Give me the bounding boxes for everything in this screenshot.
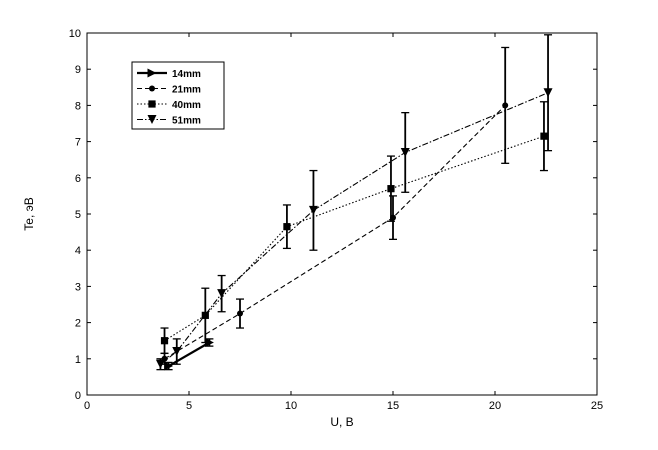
series-line (160, 92, 549, 365)
legend-label: 14mm (172, 69, 201, 80)
legend-marker (148, 100, 156, 108)
y-tick-label: 2 (75, 318, 81, 330)
series-51mm (155, 34, 553, 371)
legend-marker (147, 68, 157, 78)
y-tick-label: 4 (75, 245, 81, 257)
y-tick-label: 6 (75, 173, 81, 185)
y-tick-label: 9 (75, 64, 81, 76)
data-point (283, 223, 291, 231)
legend-label: 40mm (172, 100, 201, 111)
x-axis-title: U, B (330, 415, 353, 429)
y-tick-label: 7 (75, 137, 81, 149)
legend-label: 51mm (172, 116, 201, 127)
y-axis-title: Te, эВ (22, 197, 36, 230)
data-point (160, 337, 169, 345)
legend-marker (147, 115, 157, 124)
data-point (217, 289, 227, 299)
y-tick-label: 1 (75, 354, 81, 366)
axis-ticks: 0 5 10 15 20 25 0 1 2 3 4 5 6 7 8 9 10 (69, 28, 603, 412)
y-tick-label: 0 (75, 390, 81, 402)
data-point (387, 185, 395, 193)
series-line (164, 105, 506, 360)
data-point (172, 347, 182, 357)
x-tick-label: 15 (387, 400, 399, 412)
data-point (543, 88, 553, 98)
data-point (204, 338, 214, 348)
y-tick-label: 3 (75, 281, 81, 293)
series-40mm (160, 101, 548, 355)
series-line (168, 341, 210, 367)
legend-marker (149, 85, 155, 92)
y-tick-label: 8 (75, 100, 81, 112)
data-point (308, 205, 318, 215)
x-tick-label: 5 (186, 400, 192, 412)
data-point (502, 102, 509, 109)
x-tick-label: 25 (591, 400, 603, 412)
y-tick-label: 10 (69, 28, 81, 40)
y-tick-label: 5 (75, 209, 81, 221)
data-point (155, 359, 165, 369)
x-tick-label: 20 (489, 400, 501, 412)
legend-label: 21mm (172, 85, 201, 96)
x-tick-label: 10 (285, 400, 297, 412)
data-point (540, 132, 548, 140)
series-layer (155, 34, 553, 371)
data-point (400, 147, 410, 157)
x-tick-label: 0 (84, 400, 90, 412)
legend: 14mm 21mm 40mm 51mm (131, 61, 225, 130)
data-point (237, 310, 243, 317)
